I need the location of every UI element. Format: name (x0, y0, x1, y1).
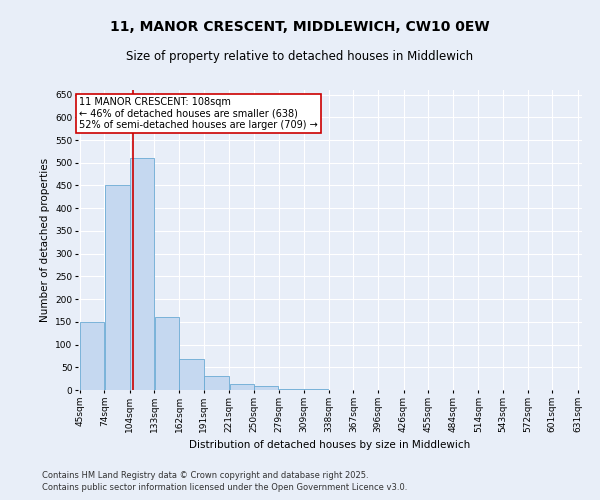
Bar (204, 376, 229, 390)
Text: Size of property relative to detached houses in Middlewich: Size of property relative to detached ho… (127, 50, 473, 63)
Bar (155, 318, 179, 390)
Bar (254, 386, 278, 390)
Bar (80, 322, 104, 390)
Bar (279, 389, 304, 390)
Bar (179, 359, 203, 390)
Bar (230, 384, 254, 390)
Bar (304, 389, 328, 390)
X-axis label: Distribution of detached houses by size in Middlewich: Distribution of detached houses by size … (190, 440, 470, 450)
Text: 11 MANOR CRESCENT: 108sqm
← 46% of detached houses are smaller (638)
52% of semi: 11 MANOR CRESCENT: 108sqm ← 46% of detac… (79, 97, 317, 130)
Bar (130, 158, 154, 390)
Text: Contains HM Land Registry data © Crown copyright and database right 2025.: Contains HM Land Registry data © Crown c… (42, 470, 368, 480)
Text: 11, MANOR CRESCENT, MIDDLEWICH, CW10 0EW: 11, MANOR CRESCENT, MIDDLEWICH, CW10 0EW (110, 20, 490, 34)
Bar (104, 186, 130, 390)
Y-axis label: Number of detached properties: Number of detached properties (40, 158, 50, 322)
Text: Contains public sector information licensed under the Open Government Licence v3: Contains public sector information licen… (42, 483, 407, 492)
